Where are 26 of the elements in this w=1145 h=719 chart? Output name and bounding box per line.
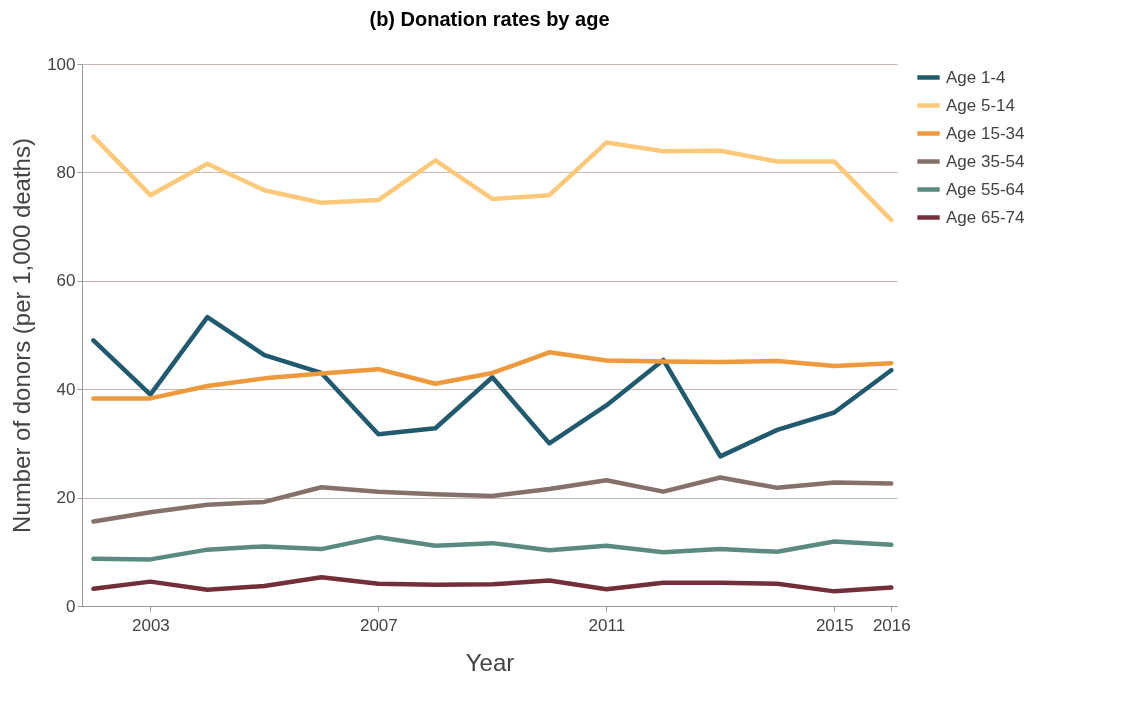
x-tick-label: 2003 bbox=[131, 615, 170, 635]
line-series bbox=[91, 475, 894, 524]
x-axis-title: Year bbox=[465, 648, 515, 676]
line-series bbox=[91, 350, 894, 401]
line-series bbox=[91, 314, 894, 459]
y-tick-label: 60 bbox=[56, 271, 76, 291]
y-tick-label: 20 bbox=[56, 488, 76, 508]
line-series bbox=[91, 575, 894, 594]
legend-label: Age 5-14 bbox=[946, 95, 1015, 115]
legend-label: Age 65-74 bbox=[946, 207, 1025, 227]
y-tick-label: 80 bbox=[56, 162, 76, 182]
y-tick-label: 0 bbox=[66, 596, 76, 616]
legend-label: Age 1-4 bbox=[946, 67, 1006, 87]
x-tick-label: 2011 bbox=[588, 615, 626, 635]
x-tick-label: 2016 bbox=[872, 615, 911, 635]
y-tick-label: 40 bbox=[56, 379, 76, 399]
chart-title: (b) Donation rates by age bbox=[369, 8, 610, 30]
y-axis-title: Number of donors (per 1,000 deaths) bbox=[8, 138, 36, 533]
x-tick-label: 2015 bbox=[815, 615, 854, 635]
x-tick-label: 2007 bbox=[359, 615, 398, 635]
legend-label: Age 15-34 bbox=[946, 123, 1025, 143]
line-series bbox=[91, 534, 894, 562]
legend-label: Age 55-64 bbox=[946, 179, 1025, 199]
y-tick-label: 100 bbox=[47, 54, 76, 74]
line-series bbox=[91, 134, 894, 223]
legend-label: Age 35-54 bbox=[946, 151, 1025, 171]
